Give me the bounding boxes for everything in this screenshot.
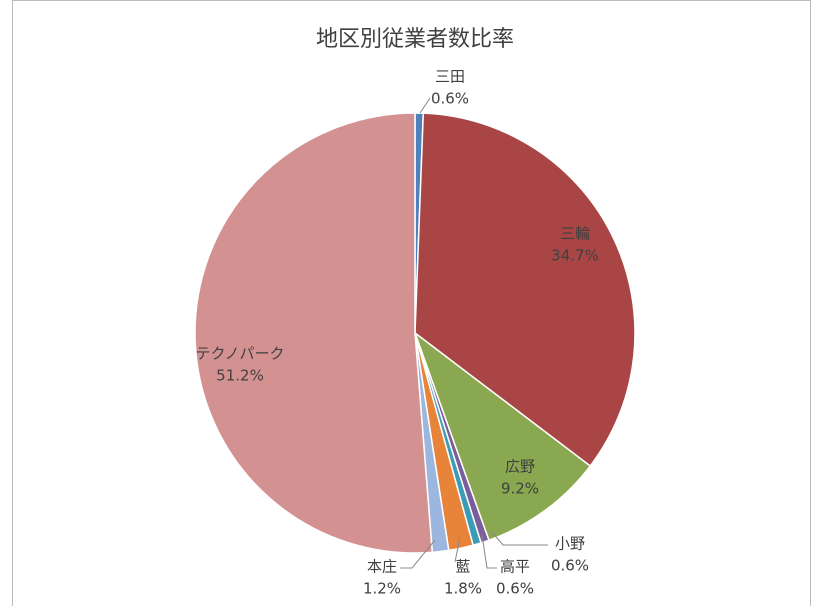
slice-label: 藍 bbox=[455, 558, 470, 576]
slice-value-label: 1.8% bbox=[444, 580, 482, 598]
slice-label: 高平 bbox=[500, 558, 530, 576]
slice-label: 三輪 bbox=[560, 225, 590, 243]
slice-value-label: 9.2% bbox=[501, 480, 539, 498]
slice-label: 本庄 bbox=[367, 558, 397, 576]
slice-value-label: 0.6% bbox=[496, 580, 534, 598]
leader-line bbox=[400, 539, 436, 569]
pie-slice bbox=[413, 330, 592, 542]
slice-value-label: 51.2% bbox=[216, 367, 264, 385]
leader-line bbox=[491, 531, 548, 546]
leader-line bbox=[454, 536, 461, 563]
slice-value-label: 0.6% bbox=[551, 557, 589, 575]
pie-slice bbox=[414, 112, 636, 468]
slice-label: テクノパーク bbox=[195, 345, 284, 363]
slice-label: 三田 bbox=[435, 68, 465, 86]
slice-label: 広野 bbox=[505, 458, 535, 476]
slice-label: 小野 bbox=[555, 535, 585, 553]
leader-line bbox=[419, 97, 431, 114]
slice-value-label: 1.2% bbox=[363, 580, 401, 598]
slice-value-label: 0.6% bbox=[431, 90, 469, 108]
slice-value-label: 34.7% bbox=[551, 247, 599, 265]
pie-slice bbox=[194, 112, 434, 554]
leader-line bbox=[481, 534, 497, 569]
chart-title: 地区別従業者数比率 bbox=[316, 27, 514, 52]
